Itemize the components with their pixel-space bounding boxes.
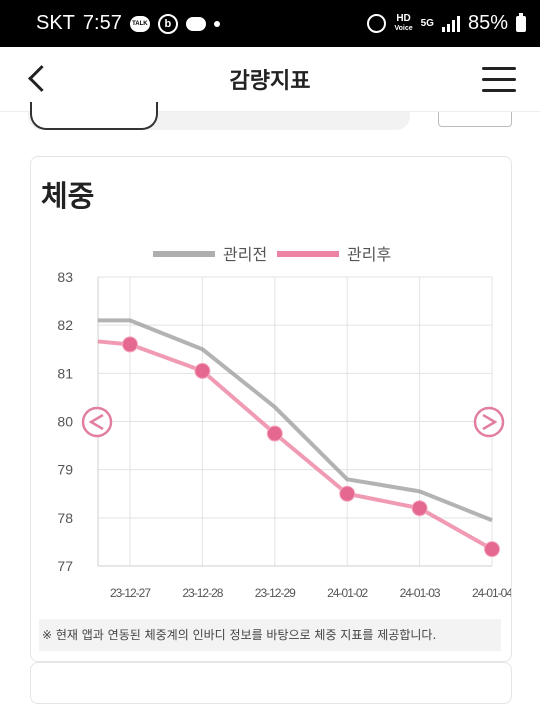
y-tick-label: 80 [57,414,73,430]
series-after-point [484,541,500,558]
network-type-icon: 5G [420,18,434,29]
status-right: HD Voice 5G 85% [367,12,526,35]
series-before-line [98,318,493,523]
period-selector-active-pill[interactable] [30,102,158,130]
series-after-point [122,336,138,353]
prev-arrow-icon[interactable] [81,406,113,438]
info-note: ※ 현재 앱과 연동된 체중계의 인바디 정보를 바탕으로 체중 지표를 제공합… [39,619,501,651]
series-after-point [266,425,283,442]
more-notifications-dot-icon [213,20,220,27]
hd-label: HD [396,13,411,24]
status-left: SKT 7:57 TALK b [36,12,220,35]
x-tick-label: 24-01-02 [327,586,368,600]
y-tick-label: 77 [57,558,73,574]
signal-strength-icon [441,15,460,32]
b-app-notification-icon: b [157,13,178,34]
battery-icon [516,12,526,32]
y-tick-label: 81 [57,365,73,381]
x-tick-label: 24-01-04 [472,586,511,600]
series-after-point [194,362,211,379]
weight-card: 체중 83 82 81 80 79 78 77 23-12-27 23-12-28 23-12-2… [30,156,512,662]
talk-notification-icon: TALK [129,15,150,32]
x-tick-label: 24-01-03 [400,586,441,600]
weight-chart: 83 82 81 80 79 78 77 23-12-27 23-12-28 23-12-29 24… [57,245,511,600]
status-bar: SKT 7:57 TALK b HD Voice 5G 85% [0,0,540,47]
x-tick-label: 23-12-27 [110,586,151,600]
battery-percent: 85% [467,12,508,34]
alarm-icon [367,14,387,33]
period-selector-strip[interactable] [28,102,410,130]
clock: 7:57 [82,12,122,34]
legend-after-label: 관리후 [347,245,391,264]
hd-voice-icon: HD Voice [394,14,412,33]
series-after-point [411,500,428,517]
cloud-notification-icon [185,16,206,31]
app-header: 감량지표 [0,47,540,112]
next-card [30,662,512,704]
filter-box[interactable] [438,112,512,127]
prev-arrow-icon-chevron [88,413,104,431]
next-arrow-icon[interactable] [473,406,505,438]
page-title: 감량지표 [229,69,311,94]
next-arrow-icon-chevron [482,413,498,431]
legend-before-label: 관리전 [223,245,267,264]
series-after-point [339,485,356,502]
carrier-label: SKT [36,12,75,34]
y-tick-label: 83 [57,269,73,285]
card-title: 체중 [41,179,95,213]
prev-arrow-icon-circle [81,406,113,438]
x-tick-label: 23-12-29 [255,586,296,600]
y-tick-label: 82 [57,317,73,333]
x-tick-label: 23-12-28 [182,586,223,600]
next-arrow-icon-circle [473,406,505,438]
voice-label: Voice [394,25,413,32]
y-tick-label: 78 [57,510,73,526]
menu-button[interactable] [482,67,516,93]
y-tick-label: 79 [57,462,73,478]
